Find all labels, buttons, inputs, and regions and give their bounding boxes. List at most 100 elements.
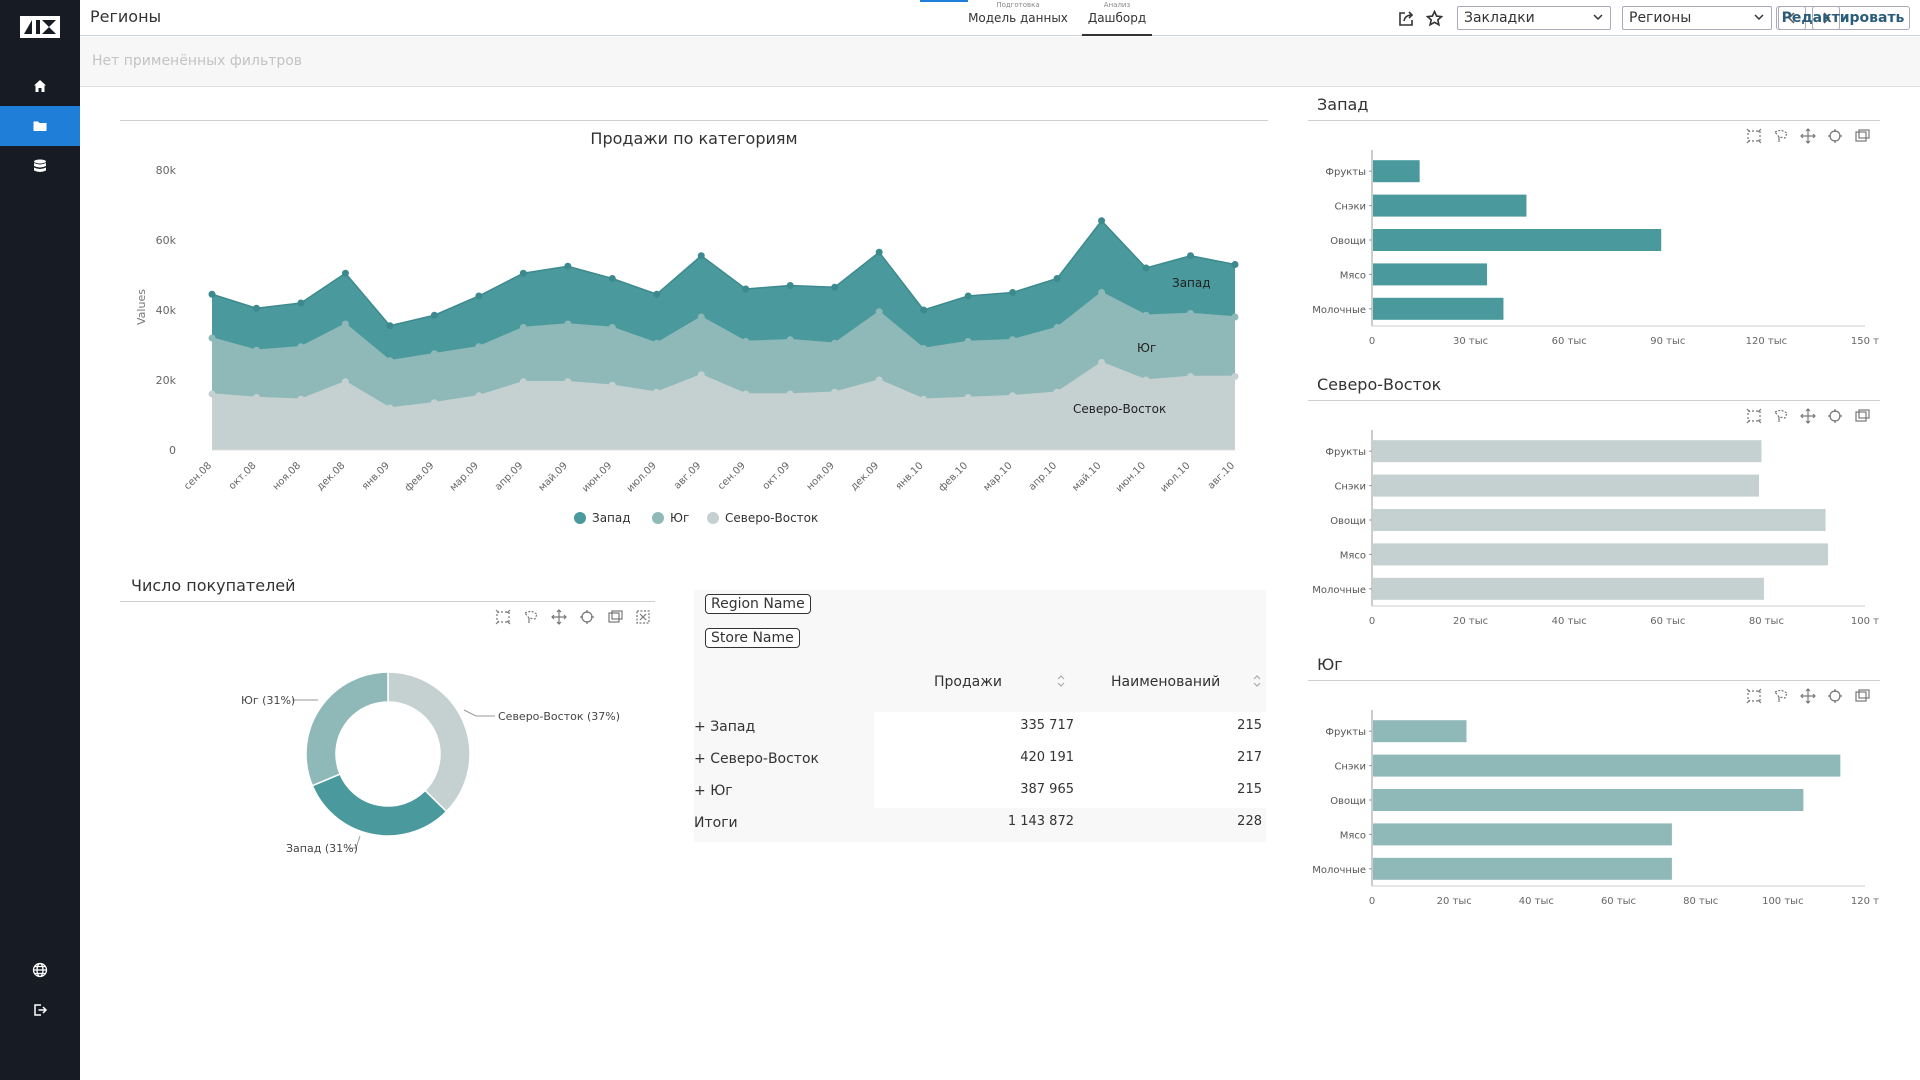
lasso-icon[interactable] — [1773, 408, 1789, 424]
leader-line — [348, 835, 361, 849]
expand-plus-icon[interactable]: + — [694, 719, 711, 735]
reset-zoom-icon[interactable] — [1827, 688, 1843, 704]
x-tick-label: дек.08 — [315, 460, 348, 493]
y-tick-label: 0 — [169, 444, 176, 457]
bar — [1373, 823, 1672, 846]
favorite-button[interactable] — [1423, 7, 1445, 29]
tab-data-model[interactable]: Подготовка Модель данных — [968, 0, 1068, 26]
zoom-icon[interactable] — [1800, 688, 1816, 704]
data-point — [831, 283, 839, 291]
nav-logout[interactable] — [0, 990, 80, 1030]
x-tick-label: июн.09 — [580, 460, 614, 494]
category-label: Снэки — [1334, 762, 1366, 773]
table-row[interactable]: + Северо-Восток 420 191 217 — [694, 744, 1266, 776]
table-row[interactable]: + Запад 335 717 215 — [694, 712, 1266, 744]
edit-button[interactable]: Редактировать — [1776, 6, 1910, 30]
zoom-icon[interactable] — [551, 609, 567, 625]
header-items[interactable]: Наименований — [1111, 674, 1221, 690]
folder-icon — [33, 121, 47, 131]
save-image-icon[interactable] — [1854, 128, 1870, 144]
row-label: Запад — [710, 719, 756, 735]
line-northeast — [211, 361, 1235, 409]
data-point — [564, 320, 572, 328]
save-image-icon[interactable] — [1854, 408, 1870, 424]
reset-zoom-icon[interactable] — [1827, 128, 1843, 144]
data-point — [831, 388, 839, 396]
reset-zoom-icon[interactable] — [579, 609, 595, 625]
nav-database[interactable] — [0, 146, 80, 186]
lasso-icon[interactable] — [523, 609, 539, 625]
nav-globe[interactable] — [0, 950, 80, 990]
expand-plus-icon[interactable]: + — [694, 783, 711, 799]
y-axis-label: Values — [135, 289, 148, 325]
data-point — [208, 290, 216, 298]
data-point — [653, 388, 661, 396]
total-items: 228 — [1237, 814, 1262, 829]
area-chart: Продажи по категориям Values 80k 60k 40k 20k 0… — [135, 129, 1239, 525]
restore-icon[interactable] — [635, 609, 651, 625]
select-box-icon[interactable] — [495, 609, 511, 625]
bookmarks-select[interactable]: Закладки — [1457, 6, 1611, 30]
zoom-icon[interactable] — [1800, 128, 1816, 144]
select-box-icon[interactable] — [1746, 128, 1762, 144]
x-tick-label: 60 тыс — [1552, 336, 1587, 347]
select-box-icon[interactable] — [1746, 688, 1762, 704]
chevron-down-icon — [1754, 14, 1764, 21]
data-point — [1009, 336, 1017, 344]
lasso-icon[interactable] — [1773, 688, 1789, 704]
x-tick-label: 0 — [1369, 616, 1375, 627]
table-row[interactable]: + Юг 387 965 215 — [694, 776, 1266, 808]
x-tick-label: 120 тыс — [1746, 336, 1787, 347]
category-label: Молочные — [1312, 585, 1366, 596]
filter-bar: Нет применённых фильтров — [80, 37, 1920, 87]
nav-home[interactable] — [0, 66, 80, 106]
zoom-icon[interactable] — [1800, 408, 1816, 424]
export-button[interactable] — [1395, 7, 1417, 29]
export-icon — [1398, 10, 1413, 26]
data-point — [430, 311, 438, 319]
bar-chart: Фрукты Снэки Овощи Мясо Молочные 0 30 тыс 60 ты… — [1312, 150, 1879, 347]
data-point — [608, 275, 616, 282]
data-point — [875, 376, 883, 384]
bar — [1373, 263, 1488, 286]
data-point — [1142, 264, 1150, 272]
data-point — [786, 390, 794, 398]
app-logo[interactable] — [20, 16, 60, 38]
nav-folder[interactable] — [0, 106, 80, 146]
x-tick-label: апр.09 — [493, 460, 525, 492]
data-point — [1098, 359, 1106, 366]
legend-item: Запад — [592, 511, 631, 525]
tab-dashboard[interactable]: Анализ Дашборд — [1082, 0, 1152, 36]
x-tick-label: сен.09 — [716, 460, 748, 492]
expand-plus-icon[interactable]: + — [694, 751, 711, 767]
data-point — [608, 324, 616, 331]
save-image-icon[interactable] — [1854, 688, 1870, 704]
legend-marker — [652, 512, 664, 524]
bar-chart: Фрукты Снэки Овощи Мясо Молочные 0 20 тыс 40 ты… — [1312, 430, 1879, 627]
lasso-icon[interactable] — [1773, 128, 1789, 144]
data-point — [964, 394, 972, 401]
data-point — [386, 404, 394, 412]
data-point — [742, 285, 750, 293]
save-image-icon[interactable] — [607, 609, 623, 625]
header-sales[interactable]: Продажи — [934, 674, 1002, 690]
select-box-icon[interactable] — [1746, 408, 1762, 424]
reset-zoom-icon[interactable] — [1827, 408, 1843, 424]
store-name-chip[interactable]: Store Name — [705, 628, 800, 648]
regions-select[interactable]: Регионы — [1622, 6, 1772, 30]
category-label: Овощи — [1330, 236, 1366, 247]
sort-icon[interactable] — [1252, 674, 1262, 688]
x-tick-label: мар.09 — [448, 460, 481, 493]
x-tick-label: 0 — [1369, 336, 1375, 347]
data-point — [1231, 261, 1239, 268]
region-name-chip[interactable]: Region Name — [705, 594, 811, 614]
bar — [1373, 789, 1804, 811]
data-point — [608, 381, 616, 389]
sort-icon[interactable] — [1056, 674, 1066, 688]
tab-dashboard-caption: Анализ — [1103, 1, 1131, 9]
database-icon — [34, 159, 46, 172]
data-point — [653, 339, 661, 347]
data-point — [341, 378, 349, 386]
data-point — [386, 322, 394, 330]
row-sales: 387 965 — [1020, 782, 1074, 797]
